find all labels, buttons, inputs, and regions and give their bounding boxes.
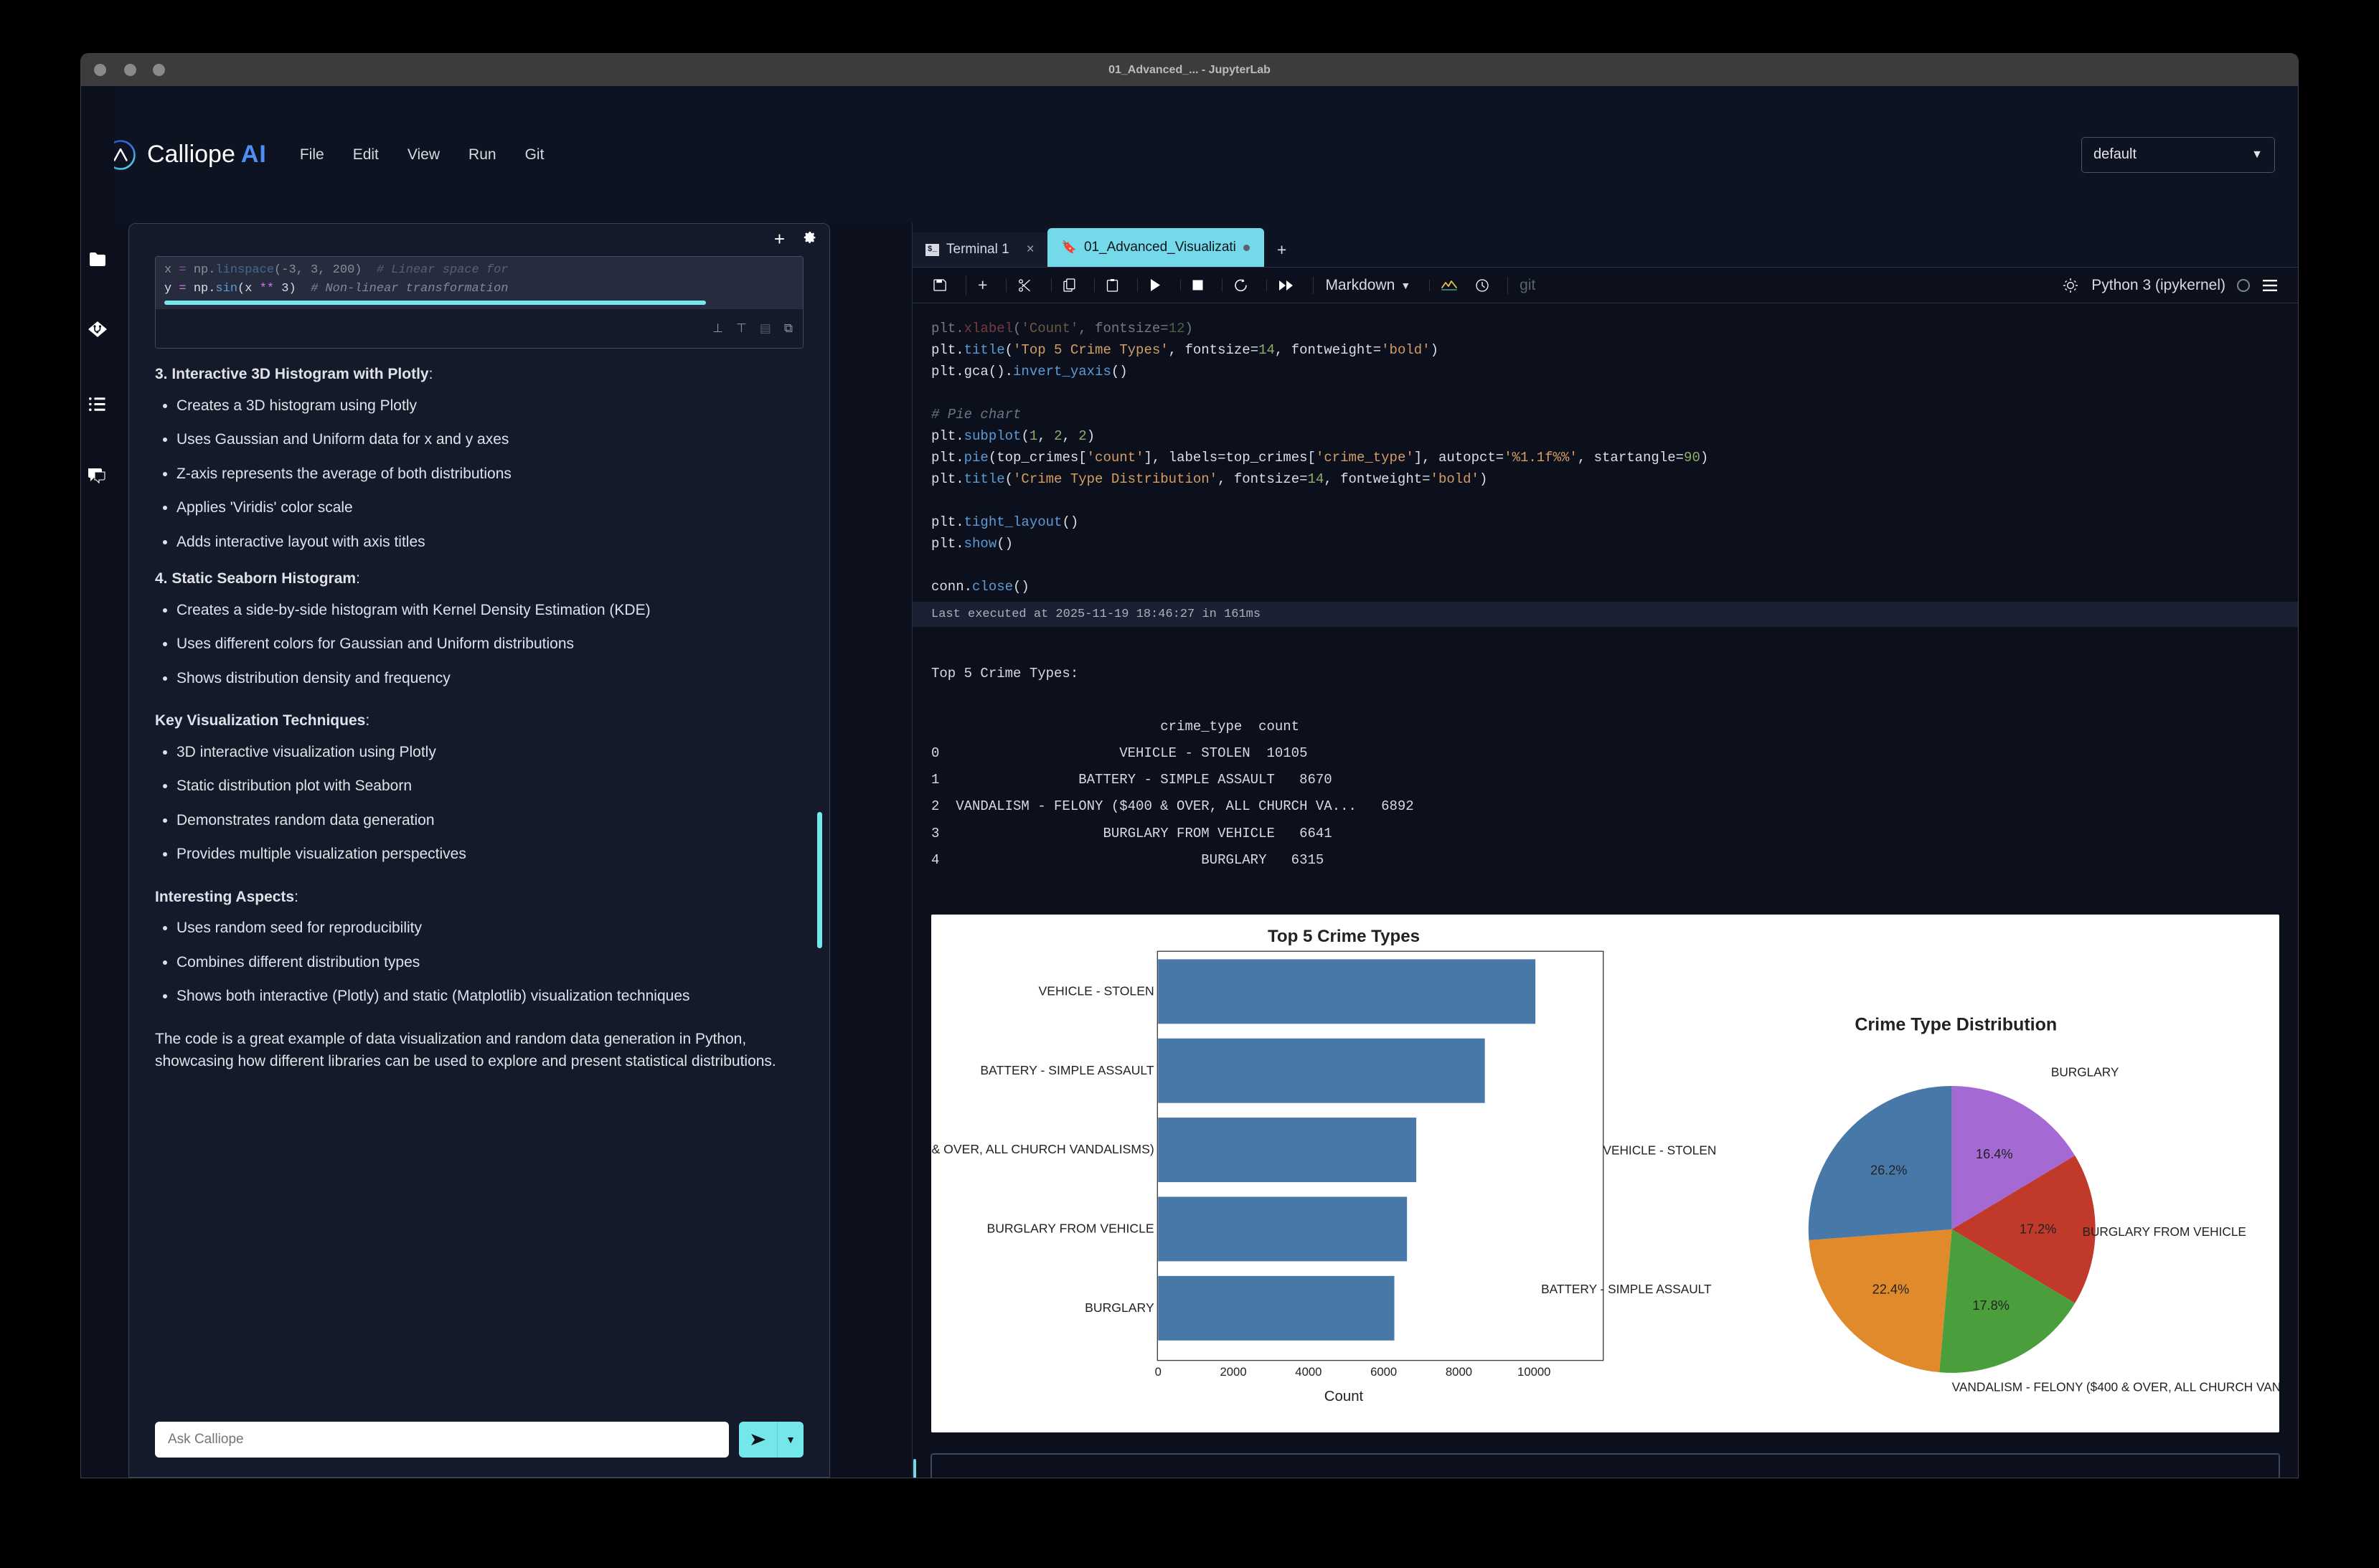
svg-text:VEHICLE - STOLEN: VEHICLE - STOLEN <box>1603 1143 1716 1157</box>
svg-text:BURGLARY: BURGLARY <box>2051 1064 2119 1079</box>
svg-text:0: 0 <box>1155 1365 1162 1379</box>
svg-text:17.2%: 17.2% <box>2020 1222 2056 1236</box>
svg-text:BATTERY - SIMPLE ASSAULT: BATTERY - SIMPLE ASSAULT <box>980 1062 1154 1077</box>
svg-text:Crime Type Distribution: Crime Type Distribution <box>1855 1014 2057 1034</box>
svg-text:10000: 10000 <box>1517 1365 1550 1379</box>
svg-text:BURGLARY: BURGLARY <box>1085 1300 1154 1315</box>
svg-text:2000: 2000 <box>1220 1365 1246 1379</box>
svg-text:VEHICLE - STOLEN: VEHICLE - STOLEN <box>1039 983 1154 998</box>
svg-text:BURGLARY FROM VEHICLE: BURGLARY FROM VEHICLE <box>986 1221 1154 1235</box>
svg-text:6000: 6000 <box>1370 1365 1397 1379</box>
svg-text:4000: 4000 <box>1295 1365 1322 1379</box>
svg-text:BURGLARY FROM VEHICLE: BURGLARY FROM VEHICLE <box>2082 1224 2246 1239</box>
svg-text:Top 5 Crime Types: Top 5 Crime Types <box>1268 927 1420 946</box>
svg-text:26.2%: 26.2% <box>1870 1163 1907 1177</box>
svg-text:VANDALISM - FELONY ($400 & OVE: VANDALISM - FELONY ($400 & OVER, ALL CHU… <box>1952 1379 2279 1394</box>
svg-text:17.8%: 17.8% <box>1972 1298 2009 1313</box>
svg-text:BATTERY - SIMPLE ASSAULT: BATTERY - SIMPLE ASSAULT <box>1541 1282 1712 1296</box>
svg-text:Count: Count <box>1324 1389 1364 1404</box>
svg-text:22.4%: 22.4% <box>1872 1282 1909 1296</box>
svg-text:8000: 8000 <box>1446 1365 1472 1379</box>
svg-text:16.4%: 16.4% <box>1976 1147 2012 1161</box>
svg-text:VANDALISM - FELONY ($400 & OVE: VANDALISM - FELONY ($400 & OVER, ALL CHU… <box>931 1142 1154 1156</box>
